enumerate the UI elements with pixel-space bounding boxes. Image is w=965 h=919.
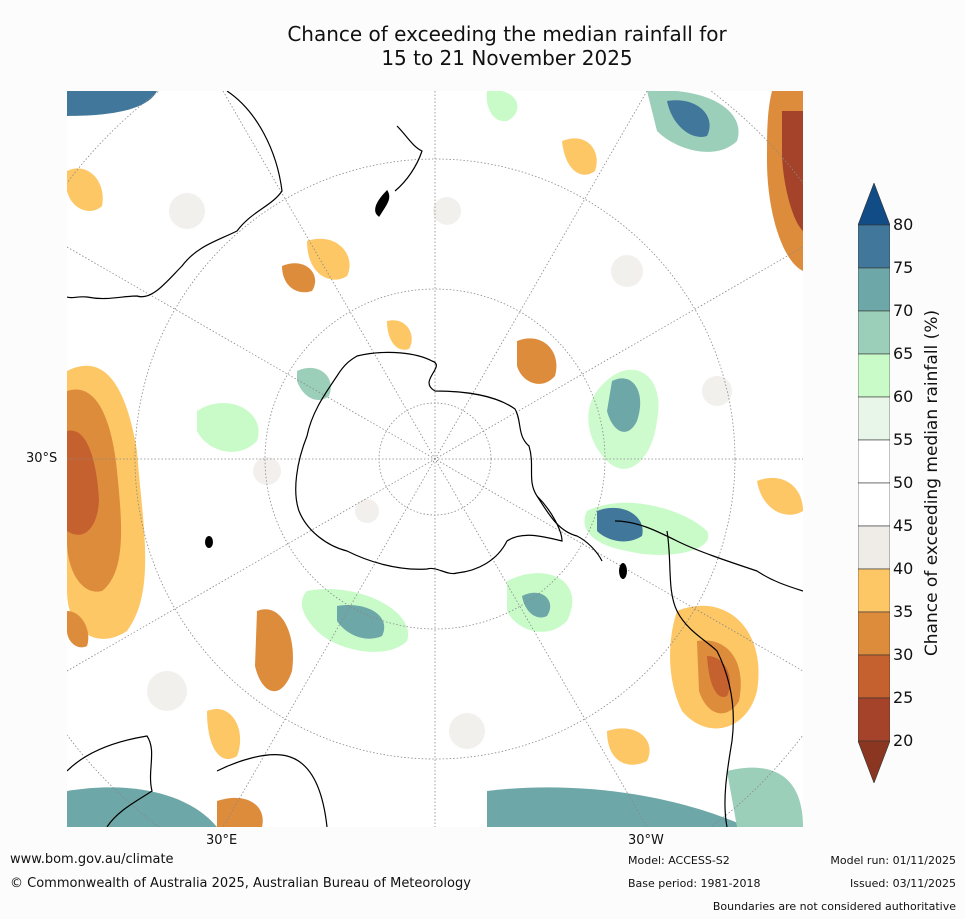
colorbar-tick-label: 65 — [893, 344, 914, 363]
neutral-patch — [253, 457, 281, 485]
colorbar-tick-label: 40 — [893, 559, 914, 578]
issued-date: Issued: 03/11/2025 — [849, 877, 956, 890]
dry-patch — [782, 111, 803, 231]
south-america-coastline — [614, 520, 803, 827]
new-zealand-south — [375, 190, 390, 217]
neutral-patch — [611, 255, 643, 287]
dry-patch — [282, 263, 316, 293]
colorbar-segment — [858, 525, 890, 570]
colorbar-segment — [858, 267, 890, 312]
coastlines — [67, 91, 803, 827]
colorbar-segment — [858, 568, 890, 613]
antarctic-peninsula — [536, 495, 603, 562]
antarctica-coastline — [295, 351, 563, 575]
island — [205, 536, 213, 548]
dry-patch — [307, 238, 350, 280]
islands — [205, 536, 627, 579]
dry-patch — [387, 320, 412, 350]
title-line-1: Chance of exceeding the median rainfall … — [287, 22, 727, 46]
model-name: Model: ACCESS-S2 — [628, 854, 730, 867]
wet-patch — [522, 592, 551, 618]
wet-patch — [597, 507, 643, 542]
africa-coastline — [67, 735, 328, 827]
neutral-patch — [449, 713, 485, 749]
colorbar-segment — [858, 611, 890, 656]
neutral-patch — [169, 193, 205, 229]
wet-patch — [486, 91, 518, 122]
colorbar-high-arrow — [858, 183, 890, 226]
map-title: Chance of exceeding the median rainfall … — [0, 22, 965, 70]
neutral-patch — [702, 376, 732, 406]
colorbar-tick-label: 75 — [893, 258, 914, 277]
colorbar-tick-label: 30 — [893, 645, 914, 664]
colorbar-tick-label: 20 — [893, 731, 914, 750]
colorbar-segment — [858, 697, 890, 742]
australia-coastline — [67, 91, 283, 300]
wet-patch — [727, 767, 803, 827]
dry-patch — [67, 430, 99, 535]
dry-anomaly-layer — [67, 91, 803, 827]
boundary-disclaimer: Boundaries are not considered authoritat… — [712, 900, 956, 913]
colorbar-segment — [858, 396, 890, 441]
dry-patch — [757, 477, 803, 515]
dry-patch — [207, 709, 241, 759]
colorbar-segment — [858, 439, 890, 484]
dry-patch — [517, 338, 557, 384]
colorbar-low-arrow — [858, 740, 890, 783]
wet-patch — [607, 378, 641, 432]
dry-patch — [67, 611, 89, 648]
lon-label-30e: 30°E — [206, 833, 238, 848]
copyright-text: © Commonwealth of Australia 2025, Austra… — [10, 876, 471, 891]
wet-anomaly-layer — [67, 91, 803, 827]
colorbar-tick-label: 35 — [893, 602, 914, 621]
dry-patch — [607, 728, 650, 765]
dry-patch — [67, 168, 103, 211]
model-run-date: Model run: 01/11/2025 — [830, 854, 956, 867]
dry-patch — [707, 656, 731, 697]
wet-patch — [197, 402, 259, 452]
graticule — [67, 91, 803, 827]
colorbar-title: Chance of exceeding median rainfall (%) — [922, 309, 942, 657]
colorbar-segment — [858, 654, 890, 699]
colorbar-tick-label: 60 — [893, 387, 914, 406]
wet-patch — [667, 100, 710, 137]
wet-patch — [487, 787, 747, 827]
lat-label-30s: 30°S — [26, 451, 58, 466]
colorbar-segment — [858, 353, 890, 398]
neutral-patch — [433, 197, 461, 225]
colorbar — [858, 183, 890, 783]
rainfall-map — [67, 91, 803, 827]
neutral-patch — [355, 499, 379, 523]
wet-patch — [67, 787, 217, 827]
colorbar-tick-label: 55 — [893, 430, 914, 449]
new-zealand-north — [394, 125, 423, 192]
lon-label-30w: 30°W — [628, 833, 664, 848]
wet-patch — [337, 605, 385, 639]
colorbar-tick-label: 70 — [893, 301, 914, 320]
colorbar-segment — [858, 310, 890, 355]
colorbar-tick-label: 50 — [893, 473, 914, 492]
neutral-layer — [147, 193, 732, 749]
colorbar-segment — [858, 224, 890, 269]
dry-patch — [255, 609, 293, 692]
wet-patch — [67, 91, 157, 116]
title-line-2: 15 to 21 November 2025 — [381, 46, 633, 70]
meridian-line — [67, 246, 803, 672]
latitude-circle — [264, 288, 606, 630]
map-svg — [67, 91, 803, 827]
colorbar-segment — [858, 482, 890, 527]
colorbar-tick-label: 25 — [893, 688, 914, 707]
base-period: Base period: 1981-2018 — [628, 877, 761, 890]
colorbar-tick-label: 80 — [893, 215, 914, 234]
dry-patch — [562, 138, 597, 175]
island — [619, 563, 627, 579]
website-link[interactable]: www.bom.gov.au/climate — [10, 852, 174, 867]
dry-patch — [217, 797, 263, 827]
colorbar-tick-label: 45 — [893, 516, 914, 535]
wet-patch — [297, 367, 331, 401]
neutral-patch — [147, 671, 187, 711]
